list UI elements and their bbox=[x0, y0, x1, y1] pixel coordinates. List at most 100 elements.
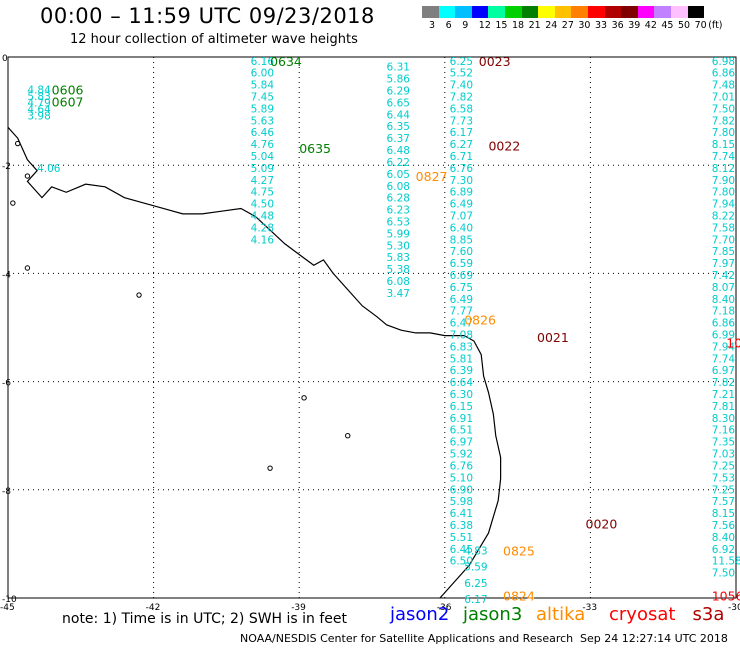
color-scale-labels: 3 6 9 12 15 18 21 24 27 30 33 36 39 42 45 50 70 (ft) bbox=[422, 20, 737, 34]
wave-height-value: 4.76 bbox=[251, 139, 275, 151]
legend-entry: cryosat bbox=[609, 604, 676, 625]
wave-height-value: 4.79 bbox=[27, 97, 50, 109]
wave-height-value: 6.05 bbox=[387, 169, 410, 181]
wave-height-value: 6.49 bbox=[450, 199, 473, 211]
wave-height-value: 6.30 bbox=[450, 389, 473, 401]
color-scale-label: 9 bbox=[462, 20, 469, 31]
wave-height-value: 6.76 bbox=[450, 460, 474, 472]
wave-height-value: 6.27 bbox=[450, 139, 473, 151]
legend-entry: s3a bbox=[692, 604, 725, 625]
color-scale-label: 12 bbox=[478, 20, 491, 31]
wave-height-value: 7.08 bbox=[450, 330, 473, 342]
wave-height-value: 7.56 bbox=[712, 520, 736, 532]
lat-tick-label: -6 bbox=[2, 379, 11, 389]
wave-height-value: 5.51 bbox=[450, 532, 473, 544]
wave-height-value: 7.85 bbox=[712, 246, 735, 258]
color-swatch bbox=[488, 6, 505, 18]
lon-tick-label: -36 bbox=[437, 603, 452, 613]
wave-height-value: 6.46 bbox=[251, 127, 275, 139]
wave-height-value: 7.21 bbox=[712, 389, 735, 401]
lon-tick-label: -42 bbox=[146, 603, 161, 613]
wave-height-value: 7.35 bbox=[712, 437, 735, 449]
color-scale-label: 50 bbox=[678, 20, 691, 31]
island bbox=[24, 265, 31, 271]
pass-label: 0020 bbox=[586, 516, 618, 531]
color-scale-label: 6 bbox=[445, 20, 452, 31]
wave-height-value: 6.53 bbox=[387, 216, 410, 228]
wave-height-value: 7.81 bbox=[712, 401, 735, 413]
wave-height-value: 5.63 bbox=[251, 115, 274, 127]
wave-height-value: 5.52 bbox=[450, 68, 473, 80]
lon-tick-label: -39 bbox=[291, 603, 306, 613]
map-subtitle: 12 hour collection of altimeter wave hei… bbox=[70, 32, 358, 47]
coastline bbox=[7, 126, 502, 599]
wave-height-value: 5.81 bbox=[450, 353, 473, 365]
wave-height-value: 6.39 bbox=[450, 365, 473, 377]
color-swatch bbox=[538, 6, 555, 18]
wave-height-value: 6.16 bbox=[251, 56, 275, 68]
lat-tick-label: -2 bbox=[2, 162, 11, 172]
pass-label: 0606 bbox=[52, 82, 84, 97]
wave-height-value: 8.40 bbox=[712, 294, 735, 306]
wave-height-value: 6.40 bbox=[450, 222, 473, 234]
wave-height-value: 4.84 bbox=[27, 84, 51, 96]
map-frame bbox=[7, 56, 737, 599]
wave-height-value: 6.35 bbox=[387, 121, 410, 133]
wave-height-value: 6.90 bbox=[450, 484, 473, 496]
wave-height-value: 4.64 bbox=[27, 104, 51, 116]
wave-height-value: 6.22 bbox=[387, 157, 410, 169]
wave-height-value: 7.50 bbox=[712, 103, 735, 115]
wave-height-value: 7.74 bbox=[712, 151, 736, 163]
color-scale-label: 42 bbox=[644, 20, 657, 31]
wave-height-value: 6.92 bbox=[712, 544, 735, 556]
color-swatch bbox=[670, 6, 688, 18]
wave-height-value: 6.89 bbox=[450, 187, 473, 199]
wave-height-value: 8.07 bbox=[712, 282, 735, 294]
wave-height-value: 7.58 bbox=[712, 222, 735, 234]
pass-label: 0634 bbox=[270, 54, 302, 69]
pass-label: 0824 bbox=[503, 588, 535, 603]
wave-height-value: 4.06 bbox=[37, 163, 61, 175]
wave-height-value: 7.73 bbox=[450, 115, 473, 127]
wave-height-value: 6.64 bbox=[450, 377, 474, 389]
wave-height-value: 7.70 bbox=[712, 234, 735, 246]
map-title: 00:00 – 11:59 UTC 09/23/2018 bbox=[40, 4, 375, 28]
wave-height-value: 6.97 bbox=[450, 437, 473, 449]
wave-height-value: 7.90 bbox=[712, 175, 735, 187]
wave-height-value: 6.23 bbox=[387, 205, 410, 217]
wave-height-value: 5.98 bbox=[450, 496, 473, 508]
wave-height-value: 7.48 bbox=[712, 80, 735, 92]
wave-height-value: 3.47 bbox=[387, 288, 410, 300]
wave-height-value: 8.12 bbox=[712, 163, 735, 175]
color-scale-label: 39 bbox=[628, 20, 641, 31]
wave-height-value: 5.30 bbox=[387, 240, 410, 252]
wave-height-value: 6.48 bbox=[387, 145, 410, 157]
lon-tick-label: -30 bbox=[728, 603, 740, 613]
color-swatch bbox=[554, 6, 572, 18]
wave-height-value: 6.76 bbox=[450, 163, 474, 175]
wave-height-value: 6.45 bbox=[450, 544, 473, 556]
wave-height-value: 8.85 bbox=[450, 234, 473, 246]
wave-height-value: 7.18 bbox=[712, 306, 735, 318]
wave-height-value: 4.28 bbox=[251, 222, 274, 234]
wave-height-value: 7.07 bbox=[450, 211, 473, 223]
legend-entry: jason2 bbox=[390, 604, 450, 625]
pass-label: 0826 bbox=[464, 312, 496, 327]
color-swatch bbox=[604, 6, 622, 18]
wave-height-value: 6.17 bbox=[464, 594, 487, 606]
wave-height-value: 7.53 bbox=[712, 472, 735, 484]
wave-height-value: 7.97 bbox=[712, 258, 735, 270]
wave-height-value: 6.97 bbox=[712, 365, 735, 377]
wave-height-value: 6.31 bbox=[387, 62, 410, 74]
wave-height-value: 6.75 bbox=[450, 282, 473, 294]
footer-note: note: 1) Time is in UTC; 2) SWH is in fe… bbox=[62, 611, 348, 627]
wave-height-value: 7.45 bbox=[251, 91, 274, 103]
wave-height-value: 7.57 bbox=[712, 496, 735, 508]
color-scale-label: 33 bbox=[595, 20, 608, 31]
island bbox=[10, 200, 16, 206]
wave-height-value: 4.48 bbox=[251, 211, 274, 223]
island bbox=[267, 465, 273, 471]
wave-height-value: 7.77 bbox=[450, 306, 473, 318]
wave-height-value: 6.69 bbox=[450, 270, 473, 282]
